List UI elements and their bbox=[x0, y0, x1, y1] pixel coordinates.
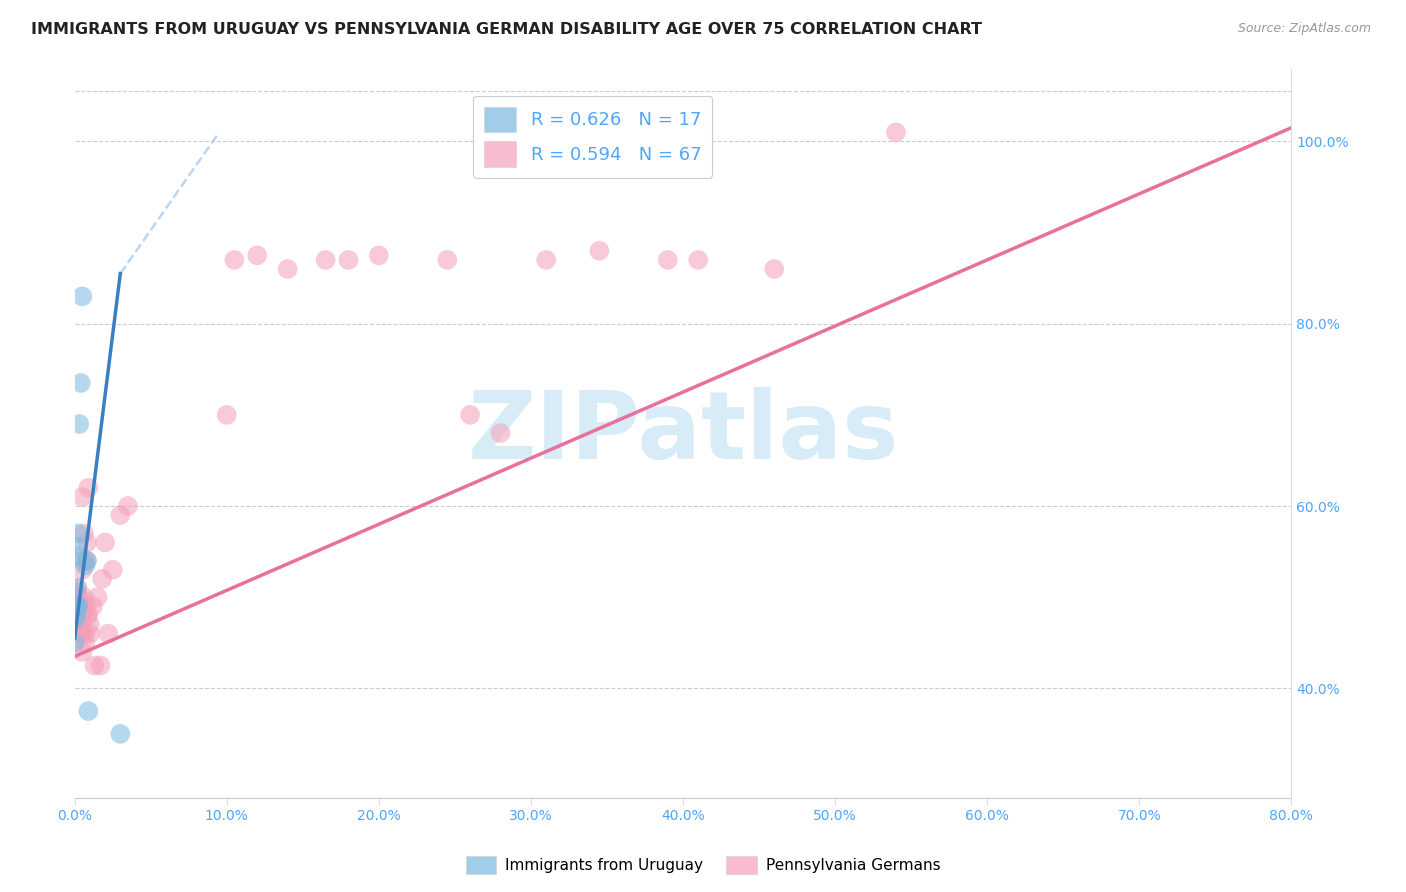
Point bbox=[76, 554, 98, 568]
Point bbox=[763, 262, 786, 277]
Point bbox=[73, 526, 96, 541]
Text: IMMIGRANTS FROM URUGUAY VS PENNSYLVANIA GERMAN DISABILITY AGE OVER 75 CORRELATIO: IMMIGRANTS FROM URUGUAY VS PENNSYLVANIA … bbox=[31, 22, 981, 37]
Point bbox=[79, 617, 101, 632]
Point bbox=[75, 558, 97, 573]
Point bbox=[69, 626, 91, 640]
Point bbox=[72, 563, 94, 577]
Point bbox=[94, 535, 117, 549]
Point bbox=[72, 626, 94, 640]
Point bbox=[588, 244, 610, 258]
Point bbox=[337, 252, 360, 267]
Point bbox=[75, 636, 97, 650]
Legend: Immigrants from Uruguay, Pennsylvania Germans: Immigrants from Uruguay, Pennsylvania Ge… bbox=[460, 850, 946, 880]
Point bbox=[66, 590, 89, 604]
Point bbox=[66, 599, 89, 614]
Point bbox=[67, 604, 90, 618]
Text: Source: ZipAtlas.com: Source: ZipAtlas.com bbox=[1237, 22, 1371, 36]
Point bbox=[65, 585, 87, 599]
Point bbox=[101, 563, 124, 577]
Point bbox=[63, 613, 86, 627]
Point bbox=[66, 599, 89, 614]
Point bbox=[66, 581, 89, 595]
Point bbox=[65, 613, 87, 627]
Point bbox=[65, 599, 87, 614]
Point bbox=[65, 581, 87, 595]
Point bbox=[65, 608, 87, 623]
Point bbox=[76, 608, 98, 623]
Point bbox=[67, 617, 90, 632]
Point bbox=[73, 590, 96, 604]
Point bbox=[688, 252, 710, 267]
Point bbox=[79, 626, 101, 640]
Point bbox=[76, 554, 98, 568]
Point bbox=[110, 727, 132, 741]
Point bbox=[315, 252, 337, 267]
Point bbox=[72, 289, 94, 303]
Point bbox=[65, 617, 87, 632]
Point bbox=[72, 490, 94, 504]
Point bbox=[82, 599, 104, 614]
Point bbox=[66, 526, 89, 541]
Point bbox=[66, 599, 89, 614]
Point bbox=[63, 599, 86, 614]
Point bbox=[489, 426, 512, 441]
Point bbox=[76, 599, 98, 614]
Point bbox=[67, 417, 90, 431]
Point bbox=[75, 626, 97, 640]
Point bbox=[67, 599, 90, 614]
Point bbox=[66, 599, 89, 614]
Point bbox=[215, 408, 238, 422]
Point bbox=[63, 613, 86, 627]
Point bbox=[66, 608, 89, 623]
Point bbox=[277, 262, 299, 277]
Point bbox=[77, 608, 100, 623]
Point bbox=[117, 499, 139, 513]
Point bbox=[97, 626, 120, 640]
Point bbox=[69, 608, 91, 623]
Point bbox=[657, 252, 679, 267]
Point bbox=[65, 608, 87, 623]
Point bbox=[91, 572, 114, 586]
Point bbox=[76, 535, 98, 549]
Point bbox=[246, 248, 269, 262]
Point bbox=[224, 252, 246, 267]
Point bbox=[69, 617, 91, 632]
Point bbox=[77, 481, 100, 495]
Text: ZIPatlas: ZIPatlas bbox=[467, 387, 898, 479]
Point bbox=[458, 408, 481, 422]
Point bbox=[73, 599, 96, 614]
Point bbox=[72, 645, 94, 659]
Legend: R = 0.626   N = 17, R = 0.594   N = 67: R = 0.626 N = 17, R = 0.594 N = 67 bbox=[472, 95, 713, 178]
Point bbox=[86, 590, 108, 604]
Point bbox=[436, 252, 458, 267]
Point bbox=[110, 508, 132, 522]
Point bbox=[83, 658, 105, 673]
Point bbox=[69, 376, 91, 390]
Point bbox=[65, 540, 87, 554]
Point bbox=[72, 608, 94, 623]
Point bbox=[77, 704, 100, 718]
Point bbox=[67, 599, 90, 614]
Point bbox=[65, 599, 87, 614]
Point bbox=[63, 636, 86, 650]
Point bbox=[90, 658, 112, 673]
Point bbox=[72, 599, 94, 614]
Point bbox=[67, 590, 90, 604]
Point bbox=[73, 554, 96, 568]
Point bbox=[66, 549, 89, 563]
Point bbox=[65, 599, 87, 614]
Point bbox=[534, 252, 557, 267]
Point bbox=[367, 248, 389, 262]
Point bbox=[884, 125, 907, 139]
